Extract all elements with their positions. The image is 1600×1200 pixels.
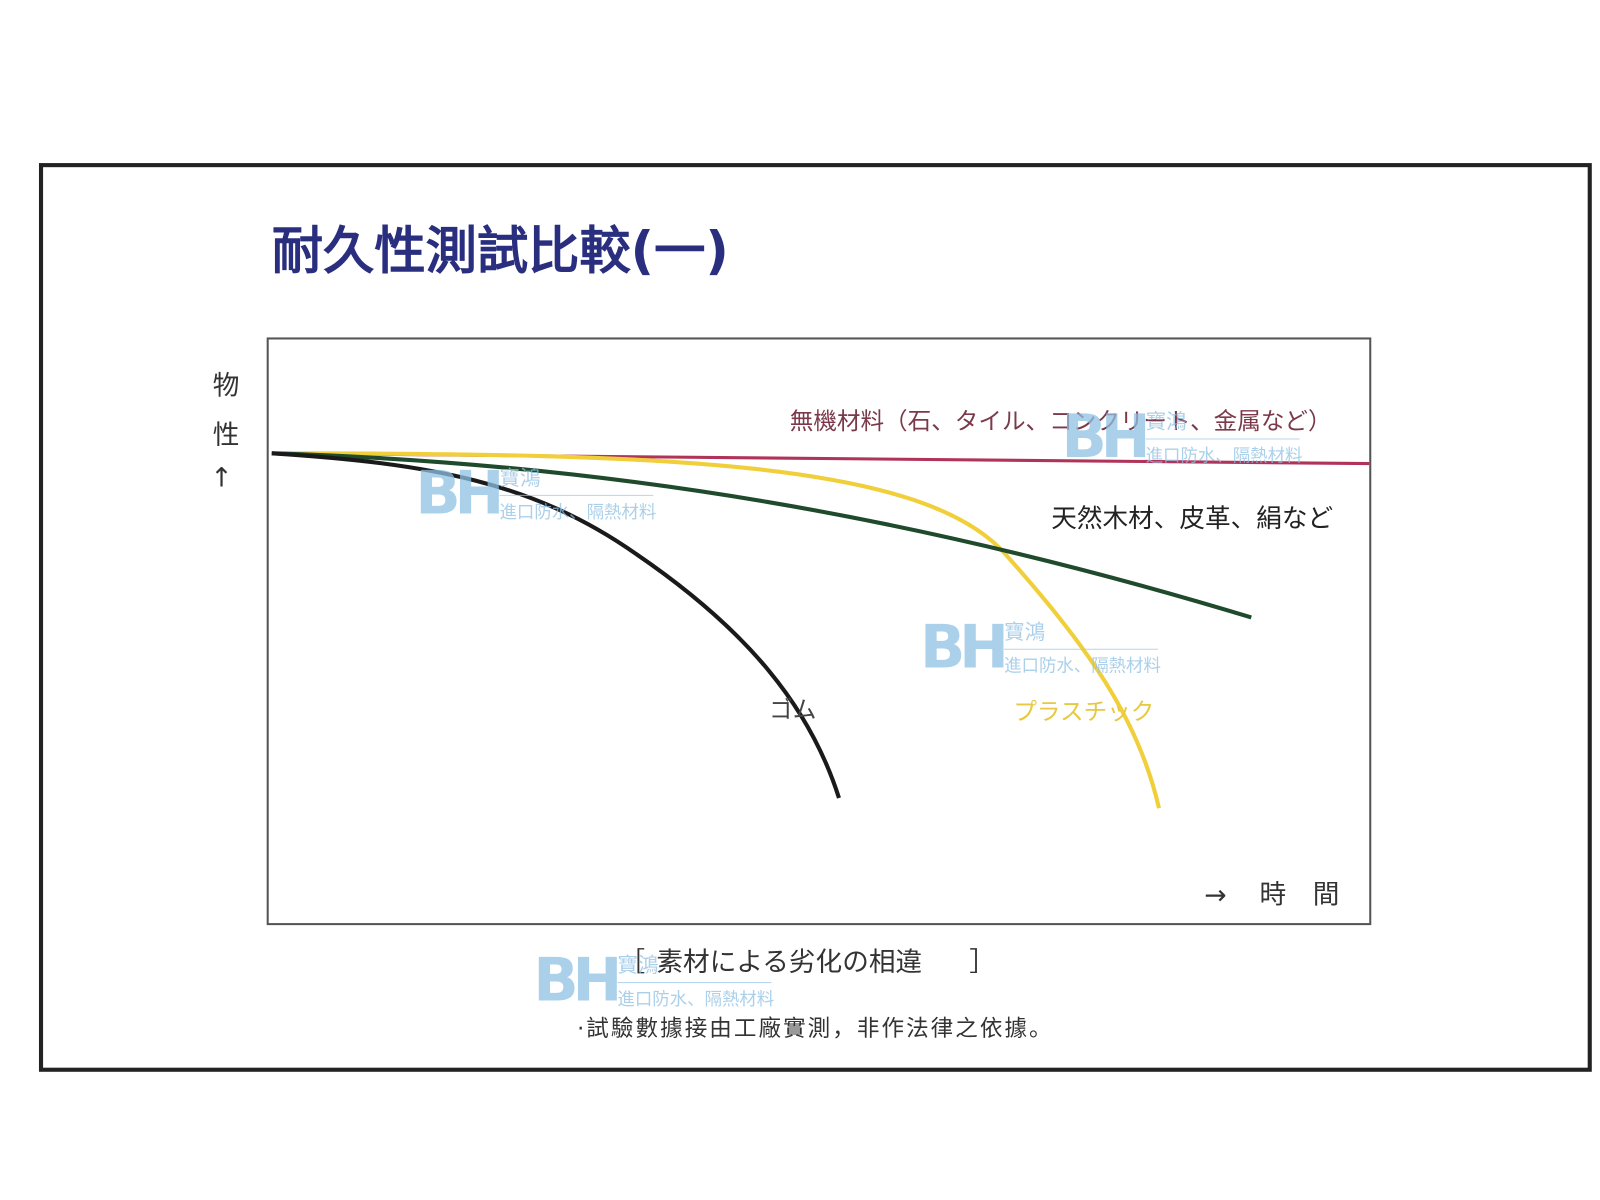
watermark-mark: BH xyxy=(415,460,499,529)
y-axis-arrow: ↑ xyxy=(210,462,232,493)
curve-plastic xyxy=(271,451,1161,809)
watermark-mark: BH xyxy=(1062,403,1146,472)
plot-frame xyxy=(266,337,1372,926)
caption-bracket: ［ xyxy=(618,947,645,978)
watermark-mark: BH xyxy=(533,947,617,1016)
caption-bracket: ］ xyxy=(969,947,996,978)
curve-rubber xyxy=(271,451,841,799)
watermark-name: 寶鴻 xyxy=(617,953,658,977)
watermark-mark: BH xyxy=(920,613,1004,682)
curve-label: 天然木材、皮革、絹など xyxy=(1051,504,1333,534)
watermark-name: 寶鴻 xyxy=(1146,410,1187,434)
watermark-tagline: 進口防水、隔熱材料 xyxy=(1004,657,1161,677)
footer-note: ·試驗數據接由工廠實測，非作法律之依據。 xyxy=(577,1016,1054,1042)
watermark-tagline: 進口防水、隔熱材料 xyxy=(1146,446,1303,466)
title: 耐久性測試比較(一) xyxy=(272,221,729,281)
caption: 素材による劣化の相違 xyxy=(656,947,922,978)
watermark-tagline: 進口防水、隔熱材料 xyxy=(499,503,656,523)
curve-label: 無機材料（石、タイル、コンクリート、金属など） xyxy=(790,407,1332,435)
curve-label: ゴム xyxy=(769,695,816,723)
x-axis-label: 時間 xyxy=(1259,879,1366,910)
curve-label: プラスチック xyxy=(1013,697,1154,725)
y-axis-label: 物性 xyxy=(208,371,239,469)
curve-wood xyxy=(271,451,1252,620)
watermark-name: 寶鴻 xyxy=(499,466,540,490)
watermark-name: 寶鴻 xyxy=(1004,620,1045,644)
watermark-tagline: 進口防水、隔熱材料 xyxy=(617,990,774,1010)
x-axis-arrow: → xyxy=(1204,880,1226,911)
